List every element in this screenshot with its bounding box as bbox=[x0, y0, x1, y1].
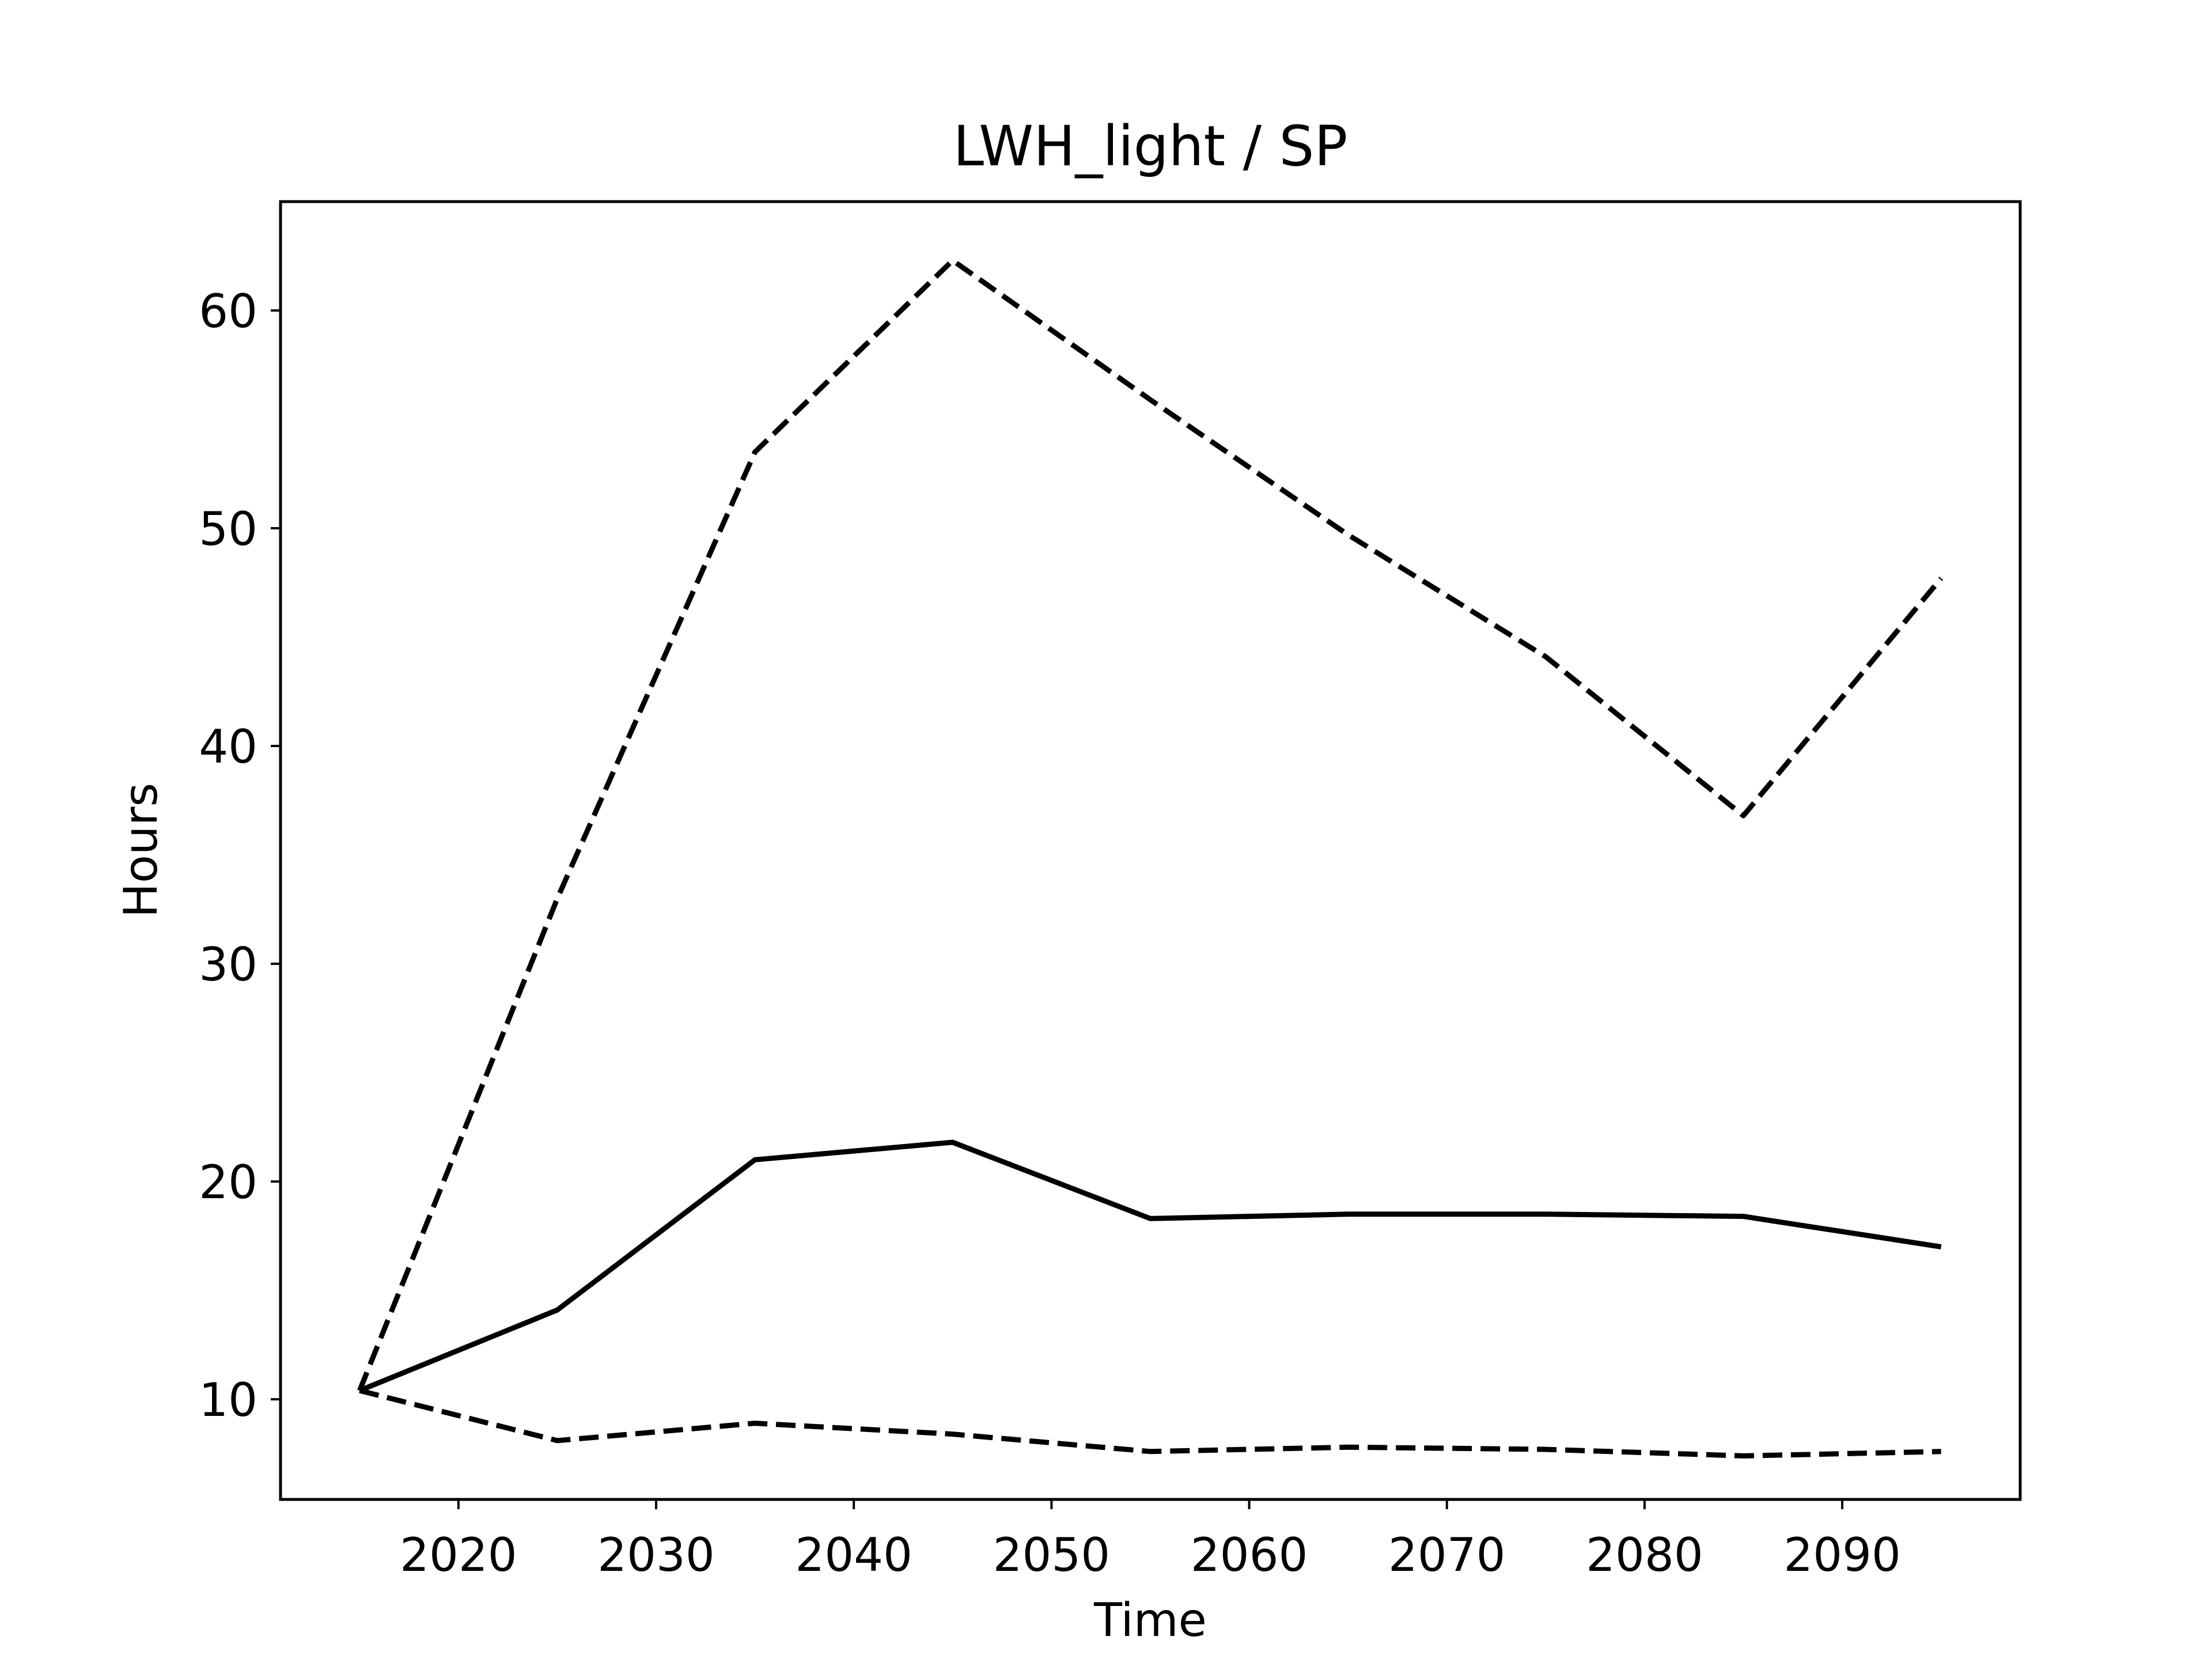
y-tick-label: 30 bbox=[199, 938, 257, 991]
plot-frame bbox=[279, 200, 2022, 1501]
y-tick-label: 60 bbox=[199, 285, 257, 338]
series-line-2 bbox=[358, 1139, 1942, 1393]
x-tick-label: 2020 bbox=[400, 1528, 517, 1582]
series-line-3 bbox=[359, 1388, 1941, 1459]
x-tick-label: 2090 bbox=[1783, 1528, 1901, 1582]
tick-layer: 2020 2030 2040 2050 2060 2070 2080 209010203040… bbox=[199, 285, 1901, 1582]
x-tick-label: 2050 bbox=[993, 1528, 1111, 1582]
chart-title: LWH_light / SP bbox=[953, 114, 1348, 179]
y-tick-label: 10 bbox=[199, 1373, 257, 1427]
y-axis-label: Hours bbox=[114, 783, 168, 918]
x-axis-label: Time bbox=[1093, 1593, 1207, 1647]
x-tick-label: 2060 bbox=[1191, 1528, 1308, 1582]
x-tick-label: 2040 bbox=[795, 1528, 912, 1582]
series-line-1 bbox=[357, 257, 1944, 1392]
x-tick-label: 2080 bbox=[1586, 1528, 1703, 1582]
x-tick-label: 2070 bbox=[1388, 1528, 1506, 1582]
y-tick-label: 50 bbox=[199, 502, 257, 556]
y-tick-label: 20 bbox=[199, 1156, 257, 1209]
x-tick-label: 2030 bbox=[597, 1528, 715, 1582]
y-tick-label: 40 bbox=[199, 720, 257, 774]
series-layer bbox=[357, 257, 1944, 1459]
